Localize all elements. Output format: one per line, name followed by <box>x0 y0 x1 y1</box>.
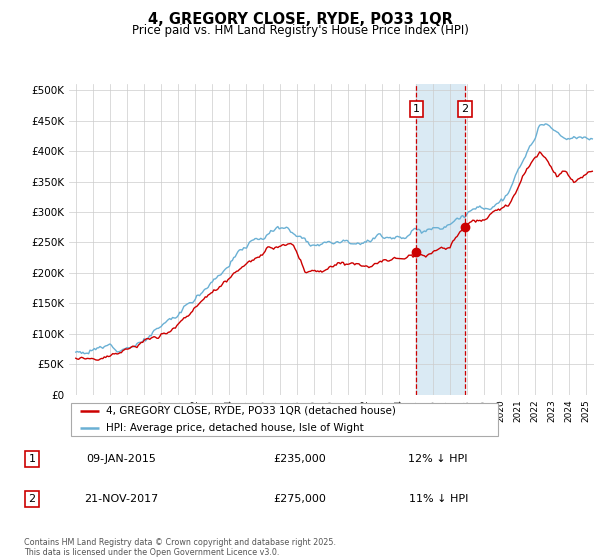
Text: 2: 2 <box>29 494 36 504</box>
Text: Price paid vs. HM Land Registry's House Price Index (HPI): Price paid vs. HM Land Registry's House … <box>131 24 469 37</box>
Text: £235,000: £235,000 <box>274 454 326 464</box>
Text: 11% ↓ HPI: 11% ↓ HPI <box>409 494 468 504</box>
Text: 4, GREGORY CLOSE, RYDE, PO33 1QR (detached house): 4, GREGORY CLOSE, RYDE, PO33 1QR (detach… <box>106 406 395 416</box>
Text: 2: 2 <box>461 104 469 114</box>
Text: 21-NOV-2017: 21-NOV-2017 <box>85 494 158 504</box>
Text: 1: 1 <box>413 104 419 114</box>
Text: 1: 1 <box>29 454 35 464</box>
Text: Contains HM Land Registry data © Crown copyright and database right 2025.
This d: Contains HM Land Registry data © Crown c… <box>24 538 336 557</box>
Text: 4, GREGORY CLOSE, RYDE, PO33 1QR: 4, GREGORY CLOSE, RYDE, PO33 1QR <box>148 12 452 27</box>
Bar <box>416 84 465 395</box>
Text: 09-JAN-2015: 09-JAN-2015 <box>86 454 157 464</box>
FancyBboxPatch shape <box>71 403 498 436</box>
Text: £275,000: £275,000 <box>274 494 326 504</box>
Text: HPI: Average price, detached house, Isle of Wight: HPI: Average price, detached house, Isle… <box>106 423 364 433</box>
Text: 12% ↓ HPI: 12% ↓ HPI <box>409 454 468 464</box>
